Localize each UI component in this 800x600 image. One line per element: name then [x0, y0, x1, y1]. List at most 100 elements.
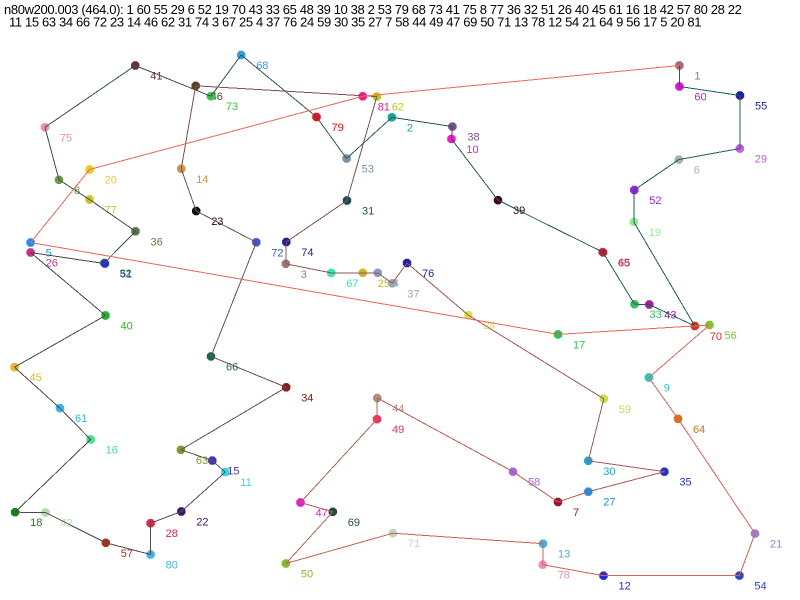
node-label: 19	[649, 227, 661, 239]
node-label: 73	[226, 101, 238, 113]
tour-edge	[150, 511, 182, 524]
node-label: 34	[301, 392, 313, 404]
tour-edge	[678, 148, 740, 161]
tour-edge	[135, 65, 212, 97]
tour-edge	[105, 542, 151, 555]
node-label: 25	[378, 278, 390, 290]
node-label: 31	[362, 206, 374, 218]
tour-edge	[468, 314, 605, 400]
tour-edge	[195, 85, 377, 98]
tour-edge	[285, 241, 287, 264]
node-label: 26	[46, 258, 58, 270]
edges-layer	[14, 54, 756, 577]
tour-edge	[286, 200, 348, 243]
node-label: 55	[755, 101, 767, 113]
tour-edge	[346, 116, 393, 159]
tour-edge	[195, 210, 257, 243]
tour-edge	[180, 386, 287, 451]
node-label: 76	[422, 268, 434, 280]
tour-edge	[30, 169, 90, 243]
tour-edge	[285, 532, 394, 564]
tour-edge	[377, 397, 514, 473]
node-label: 11	[240, 477, 251, 489]
node-label: 1	[694, 71, 700, 83]
node-label: 60	[694, 92, 706, 104]
node-dot	[327, 268, 336, 278]
node-label: 64	[693, 424, 705, 436]
node-label: 41	[150, 71, 162, 83]
node-label: 65	[618, 257, 630, 269]
node-label: 43	[664, 310, 676, 322]
tour-edge	[180, 471, 226, 512]
node-label: 56	[725, 330, 737, 342]
node-label: 13	[558, 549, 570, 561]
tour-edge	[285, 511, 334, 564]
tour-edge	[45, 512, 107, 544]
tour-edge	[362, 65, 680, 97]
node-label: 79	[332, 122, 344, 134]
tour-edge	[58, 179, 90, 200]
node-label: 20	[105, 175, 117, 187]
tour-edge	[450, 126, 453, 139]
tour-edge	[44, 127, 60, 180]
tour-edge	[30, 242, 559, 335]
node-label: 30	[603, 466, 615, 478]
tour-edge	[180, 85, 197, 169]
tour-edge	[377, 272, 393, 284]
node-label: 68	[256, 60, 268, 72]
tour-edge	[633, 189, 635, 222]
tour-edge	[602, 252, 635, 305]
node-label: 22	[196, 517, 208, 529]
tour-edge	[512, 471, 559, 503]
title-line-1: n80w200.003 (464.0): 1 60 55 29 6 52 19 …	[4, 2, 742, 17]
node-label: 18	[30, 517, 42, 529]
node-label: 28	[166, 528, 178, 540]
tour-edge	[59, 407, 91, 440]
node-label: 75	[60, 132, 72, 144]
node-label: 81	[378, 101, 390, 113]
node-label: 70	[710, 331, 722, 343]
node-label: 6	[694, 165, 700, 177]
tour-edge	[391, 262, 408, 284]
node-label: 9	[664, 383, 670, 395]
node-label: 80	[166, 560, 178, 572]
tour-edge	[557, 324, 710, 335]
node-label: 32	[119, 268, 131, 280]
tour-edge	[451, 138, 499, 201]
node-label: 49	[392, 424, 404, 436]
node-label: 15	[227, 466, 239, 478]
tour-edge	[649, 304, 696, 327]
node-label: 40	[121, 321, 133, 333]
node-label: 17	[573, 339, 585, 351]
node-label: 62	[392, 102, 404, 114]
tour-edge	[14, 315, 106, 368]
tour-edge	[14, 439, 91, 513]
tour-edge	[89, 95, 363, 170]
node-label: 59	[619, 404, 631, 416]
node-label: 51	[120, 269, 132, 281]
tour-edge	[391, 116, 453, 128]
node-label: 8	[74, 185, 80, 197]
node-label: 5	[46, 248, 52, 260]
node-label: 78	[558, 570, 570, 582]
node-label: 54	[754, 581, 766, 593]
node-label: 38	[467, 132, 479, 144]
node-label: 3	[301, 269, 307, 281]
node-label: 2	[407, 122, 413, 134]
node-label: 58	[528, 477, 540, 489]
node-dot	[553, 330, 563, 339]
node-label: 69	[348, 517, 360, 529]
tour-edge	[588, 460, 665, 473]
tour-edge	[542, 564, 604, 577]
node-label: 71	[408, 538, 420, 550]
node-label: 37	[407, 288, 419, 300]
tour-edge	[406, 262, 469, 316]
node-label: 50	[301, 569, 313, 581]
tour-edge	[648, 324, 710, 378]
tour-edge	[679, 86, 741, 96]
node-label: 53	[362, 164, 374, 176]
tour-edge	[180, 168, 197, 212]
title-line-2: 11 15 63 34 66 72 23 14 46 62 31 74 3 67…	[9, 15, 701, 30]
node-label: 7	[573, 507, 579, 519]
